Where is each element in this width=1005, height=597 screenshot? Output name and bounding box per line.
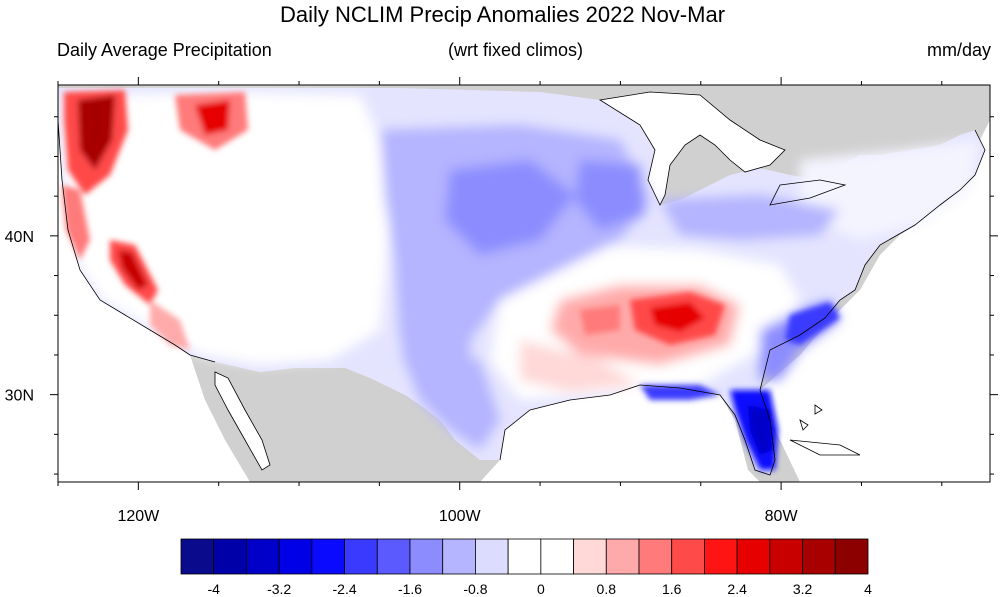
colorbar-swatch [246,538,280,575]
anomaly-dark-blue-florida [748,405,772,455]
gulf-of-mexico [480,385,760,482]
subtitle-left: Daily Average Precipitation [57,40,272,60]
colorbar-swatch [605,538,640,575]
anomaly-blue-gulf-coast [640,385,720,400]
colorbar-tick-label: -0.8 [463,581,487,597]
anomaly-extremes [62,90,840,470]
colorbar-tick-label: 4 [864,581,872,597]
map-field [58,85,990,482]
anomaly-positive-gulf [520,340,640,392]
colorbar-tick-label: 0.8 [597,581,617,597]
east-coast-outline [499,129,986,476]
colorbar: -4 -3.2 -2.4 -1.6 -0.8 0 0.8 1.6 2.4 3.2 4 [180,538,872,597]
subtitle-center: (wrt fixed climos) [448,40,584,60]
colorbar-tick-label: 2.4 [727,581,747,597]
anomaly-negative-texas [400,350,500,450]
lon-label: 80W [765,508,799,525]
anomaly-dark-red-tennessee [650,302,705,332]
colorbar-swatch [540,538,574,575]
cuba-outline [789,439,861,456]
colorbar-tick-label: -1.6 [398,581,422,597]
colorbar-swatch [834,538,869,575]
colorbar-swatch [671,538,705,575]
colorbar-tick-label: -3.2 [267,581,291,597]
colorbar-swatch [442,538,476,575]
colorbar-swatch [311,538,345,575]
lat-label: 40N [5,229,34,246]
lon-label: 100W [439,508,482,525]
lon-label: 120W [117,508,160,525]
colorbar-swatch [278,538,313,575]
plot-frame [57,84,991,483]
colorbar-tick-label: 3.2 [793,581,813,597]
colorbar-swatch [344,538,378,575]
pacific-ocean [58,85,250,482]
coastlines [58,91,986,476]
colorbar-tick-label: -4 [207,581,220,597]
colorbar-swatch [769,538,803,575]
colorbar-swatch [180,538,215,575]
baja-outline [214,371,271,471]
west-coast-outline [58,119,216,363]
colorbar-swatch [638,538,673,575]
colorbar-swatch [704,538,738,575]
colorbar-tick-label: -2.4 [333,581,357,597]
lat-label: 30N [5,388,34,405]
anomaly-blue-carolina-coast [785,302,840,345]
anomaly-red-california-coast [62,185,90,260]
colorbar-tick-label: 0 [537,581,545,597]
anomaly-red-arkansas [580,305,620,335]
anomaly-dark-red-cascades [78,95,115,170]
anomaly-near-zero-northeast [800,140,980,240]
lake-erie-outline [769,179,847,206]
atlantic-ocean [760,100,990,482]
colorbar-swatch [573,538,607,575]
colorbar-swatch [376,538,411,575]
great-lakes-outline [598,91,786,206]
map-title: Daily NCLIM Precip Anomalies 2022 Nov-Ma… [279,2,726,27]
colorbar-swatch [802,538,836,575]
colorbar-swatch [409,538,444,575]
anomaly-dark-red-idaho [195,100,230,135]
gulf-of-california [215,372,270,470]
anomaly-core-nebraska [445,160,575,255]
colorbar-swatch [475,538,509,575]
anomaly-field [58,88,985,475]
colorbar-swatch [507,538,542,575]
anomaly-positive-southern-california [150,300,190,350]
bahamas-outline [799,404,823,431]
colorbar-swatch [213,538,247,575]
map-axes: 120W 100W 80W 40N 30N [5,77,998,525]
colorbar-tick-label: 1.6 [662,581,682,597]
units-label: mm/day [926,40,991,60]
anomaly-negative-ohio-valley [660,195,840,240]
colorbar-swatch [736,538,771,575]
anomaly-dark-red-sierra [118,250,148,290]
great-lakes [600,92,845,205]
anomaly-core-minnesota [575,160,645,230]
